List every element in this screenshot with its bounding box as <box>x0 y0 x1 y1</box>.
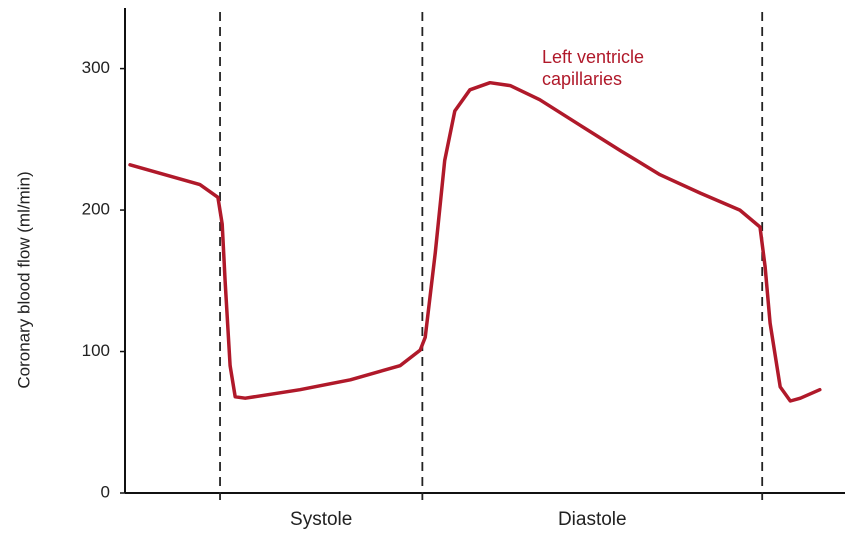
series-label: Left ventricle capillaries <box>542 47 645 89</box>
y-tick-label: 300 <box>82 58 110 77</box>
y-tick-label: 100 <box>82 341 110 360</box>
y-axis-label: Coronary blood flow (ml/min) <box>14 171 33 388</box>
phase-label: Diastole <box>558 509 627 530</box>
y-tick-label: 200 <box>82 200 110 219</box>
phase-label: Systole <box>290 509 352 530</box>
y-tick-label: 0 <box>101 482 110 501</box>
flow-line <box>128 80 822 403</box>
